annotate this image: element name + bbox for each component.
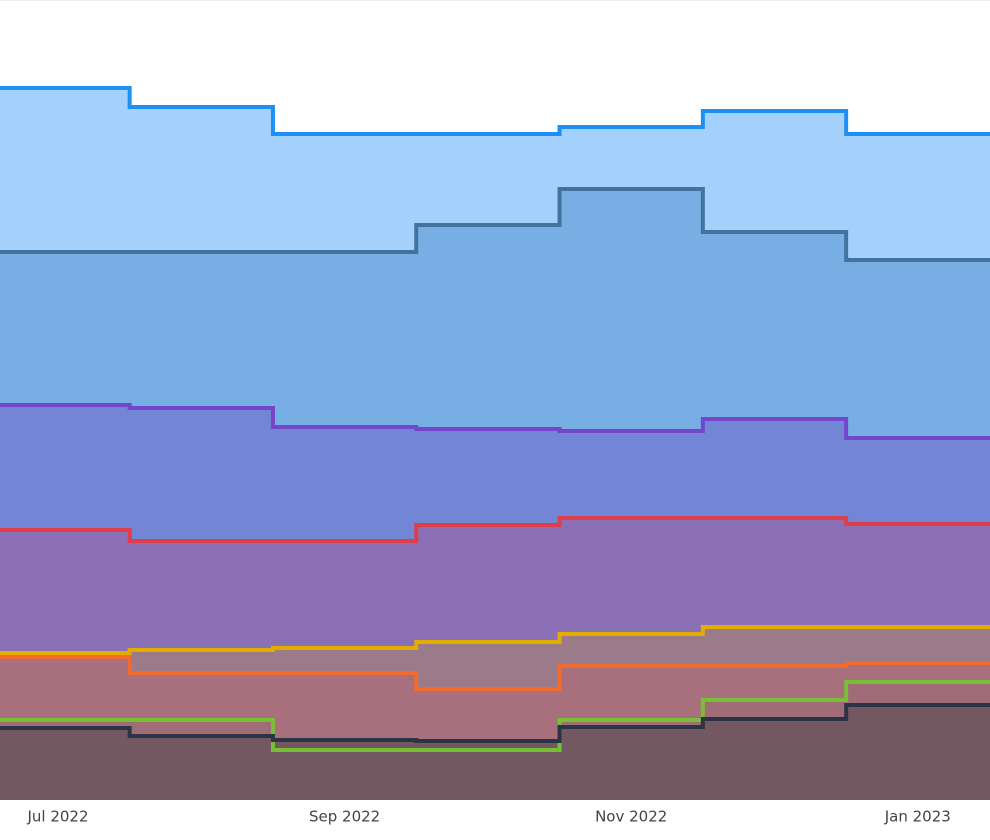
line <box>0 516 990 543</box>
line <box>0 403 990 440</box>
line <box>0 187 990 262</box>
x-tick-label: Jan 2023 <box>884 808 951 826</box>
line <box>0 655 990 691</box>
line <box>0 86 990 136</box>
x-tick-label: Jul 2022 <box>26 808 88 826</box>
line <box>0 703 990 743</box>
x-tick-label: Sep 2022 <box>309 808 380 826</box>
area <box>0 705 990 800</box>
x-tick-label: Nov 2022 <box>595 808 667 826</box>
line <box>0 625 990 655</box>
